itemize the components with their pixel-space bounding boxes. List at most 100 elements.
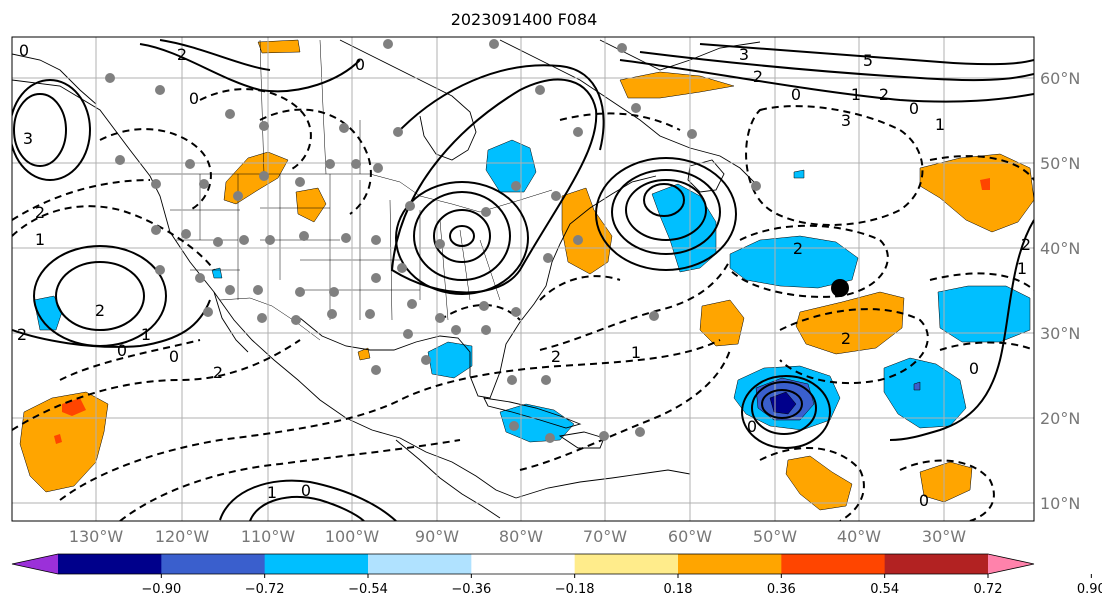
latitude-labels: 60°N 50°N 40°N 30°N 20°N 10°N bbox=[1040, 69, 1080, 513]
contour-label: 0 bbox=[747, 417, 757, 436]
contour-labels: 0 2 0 0 3 2 5 3 2 0 1 1 2 0 1 0 2 1 2 2 bbox=[17, 41, 1031, 510]
contour-line bbox=[595, 157, 737, 271]
station-dot bbox=[295, 177, 305, 187]
contour-line bbox=[539, 259, 731, 351]
station-dot bbox=[225, 109, 235, 119]
station-dot bbox=[543, 253, 553, 263]
contour-line bbox=[159, 39, 271, 71]
contour-label: 0 bbox=[117, 341, 127, 360]
contour-label: 1 bbox=[935, 115, 945, 134]
lon-label: 100°W bbox=[325, 527, 380, 546]
station-dot bbox=[383, 39, 393, 49]
contour-line bbox=[699, 43, 1034, 66]
contour-line bbox=[59, 339, 201, 381]
station-dot bbox=[239, 235, 249, 245]
coastline-south-america bbox=[515, 469, 691, 499]
station-dot bbox=[155, 265, 165, 275]
lon-label: 80°W bbox=[499, 527, 543, 546]
station-dot bbox=[511, 307, 521, 317]
station-dot bbox=[507, 375, 517, 385]
fill-region bbox=[651, 183, 717, 273]
station-dot bbox=[511, 181, 521, 191]
contour-label: 0 bbox=[791, 85, 801, 104]
station-dot bbox=[407, 299, 417, 309]
lat-label: 10°N bbox=[1040, 494, 1080, 513]
fill-region bbox=[257, 39, 301, 54]
lon-label: 120°W bbox=[155, 527, 210, 546]
contour-label: 2 bbox=[35, 203, 45, 222]
station-dot bbox=[257, 313, 267, 323]
station-dot bbox=[371, 365, 381, 375]
contour-label: 2 bbox=[753, 67, 763, 86]
lat-label: 50°N bbox=[1040, 154, 1080, 173]
contour-label: 1 bbox=[35, 230, 45, 249]
station-dot bbox=[479, 301, 489, 311]
contour-line bbox=[741, 375, 831, 449]
station-dot bbox=[325, 159, 335, 169]
map-frame bbox=[11, 36, 1035, 522]
colorbar-segment bbox=[58, 554, 162, 574]
colorbar-tick-label: −0.36 bbox=[451, 582, 491, 597]
station-dot bbox=[421, 355, 431, 365]
contour-label: 2 bbox=[879, 85, 889, 104]
station-dot bbox=[195, 273, 205, 283]
contour-label: 3 bbox=[23, 129, 33, 148]
storm-center-marker bbox=[831, 279, 849, 297]
contour-line bbox=[519, 349, 731, 471]
station-dot bbox=[199, 179, 209, 189]
fill-region bbox=[937, 285, 1031, 343]
map-title: 2023091400 F084 bbox=[451, 10, 598, 29]
contour-line bbox=[13, 93, 67, 167]
station-dot bbox=[253, 285, 263, 295]
dashed-contours bbox=[12, 88, 1034, 521]
lat-label: 20°N bbox=[1040, 409, 1080, 428]
fill-region bbox=[223, 151, 289, 205]
fill-region bbox=[295, 187, 327, 223]
station-dot bbox=[155, 85, 165, 95]
lat-label: 30°N bbox=[1040, 324, 1080, 343]
contour-line bbox=[59, 339, 721, 501]
station-dot bbox=[373, 163, 383, 173]
fill-region bbox=[211, 267, 223, 279]
contour-line bbox=[119, 439, 461, 521]
contour-line bbox=[249, 496, 365, 521]
station-dot bbox=[435, 313, 445, 323]
fill-region bbox=[795, 291, 905, 355]
contour-label: 0 bbox=[301, 481, 311, 500]
station-dot bbox=[327, 309, 337, 319]
colorbar-tick-label: 0.36 bbox=[767, 582, 796, 597]
lon-label: 50°W bbox=[753, 527, 797, 546]
station-dot bbox=[341, 233, 351, 243]
contour-line bbox=[729, 224, 889, 298]
contour-label: 0 bbox=[19, 41, 29, 60]
station-dot bbox=[649, 311, 659, 321]
fill-region bbox=[980, 178, 990, 190]
station-dot bbox=[365, 309, 375, 319]
contour-line bbox=[939, 341, 1034, 351]
contour-line bbox=[12, 299, 211, 348]
station-dot bbox=[509, 421, 519, 431]
contour-label: 1 bbox=[1017, 259, 1027, 278]
colorbar-segment bbox=[574, 554, 679, 574]
contour-line bbox=[12, 179, 151, 221]
colorbar-outline bbox=[11, 553, 1035, 575]
fill-region bbox=[919, 461, 973, 503]
contour-line bbox=[759, 447, 865, 521]
lon-label: 110°W bbox=[241, 527, 296, 546]
fill-region bbox=[913, 381, 921, 391]
colorbar-tick-label: 0.18 bbox=[664, 582, 693, 597]
station-dot bbox=[181, 229, 191, 239]
contour-line bbox=[643, 183, 685, 217]
contour-label: 2 bbox=[95, 301, 105, 320]
station-dot bbox=[115, 155, 125, 165]
fill-region bbox=[33, 295, 63, 331]
coastline-newfoundland bbox=[687, 159, 725, 193]
contour-line bbox=[929, 272, 1034, 291]
coastline-labrador bbox=[499, 39, 757, 185]
colorbar-tick-label: −0.18 bbox=[555, 582, 595, 597]
station-markers bbox=[105, 39, 761, 443]
contour-line bbox=[219, 479, 397, 521]
station-dot bbox=[617, 43, 627, 53]
lon-label: 60°W bbox=[668, 527, 712, 546]
contour-label: 0 bbox=[909, 99, 919, 118]
